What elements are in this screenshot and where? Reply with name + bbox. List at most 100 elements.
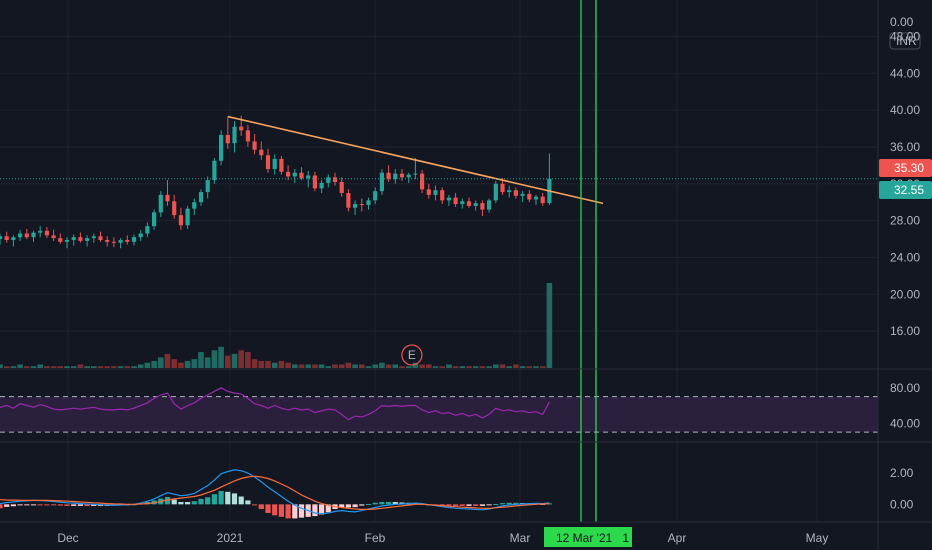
- candle[interactable]: [306, 170, 311, 188]
- candle[interactable]: [192, 198, 197, 216]
- candle[interactable]: [51, 229, 56, 241]
- candle[interactable]: [433, 185, 438, 201]
- price-axis[interactable]: 0.00 INR 48.0044.0040.0036.0032.0028.002…: [879, 15, 932, 338]
- volume-bar: [452, 366, 459, 368]
- candle[interactable]: [426, 183, 431, 199]
- earnings-circle[interactable]: [401, 344, 423, 366]
- candle[interactable]: [460, 198, 465, 209]
- candle[interactable]: [466, 197, 472, 208]
- candle[interactable]: [172, 194, 177, 219]
- candle[interactable]: [71, 234, 76, 246]
- candle[interactable]: [493, 181, 498, 204]
- candle[interactable]: [393, 169, 398, 184]
- price-candles[interactable]: [0, 115, 552, 249]
- candle[interactable]: [312, 171, 317, 192]
- candle[interactable]: [198, 189, 204, 206]
- candle[interactable]: [212, 158, 217, 184]
- candle[interactable]: [500, 178, 505, 195]
- candle[interactable]: [332, 172, 338, 186]
- candle[interactable]: [131, 234, 137, 246]
- candle[interactable]: [165, 180, 170, 206]
- candle[interactable]: [31, 230, 36, 242]
- candle[interactable]: [11, 235, 16, 247]
- candle[interactable]: [85, 235, 90, 247]
- candle[interactable]: [158, 191, 163, 217]
- macd-axis[interactable]: 2.00 0.00: [890, 466, 914, 511]
- candle[interactable]: [245, 124, 250, 147]
- candle[interactable]: [339, 177, 344, 197]
- currency-badge[interactable]: [889, 32, 921, 50]
- candle[interactable]: [326, 174, 331, 188]
- candle[interactable]: [152, 209, 157, 230]
- candle[interactable]: [279, 156, 284, 175]
- candle[interactable]: [4, 231, 9, 243]
- candle[interactable]: [145, 222, 150, 238]
- candle[interactable]: [513, 187, 518, 199]
- macd-hist-bar: [466, 504, 472, 506]
- candle[interactable]: [286, 165, 291, 181]
- candle[interactable]: [118, 238, 123, 249]
- candle[interactable]: [205, 176, 210, 199]
- volume-bar: [158, 357, 164, 368]
- candle[interactable]: [265, 148, 271, 173]
- candle[interactable]: [487, 198, 492, 213]
- candle[interactable]: [219, 130, 224, 166]
- candle[interactable]: [319, 180, 324, 193]
- candle[interactable]: [480, 200, 485, 217]
- candle[interactable]: [346, 189, 351, 212]
- candle[interactable]: [252, 134, 257, 155]
- candle[interactable]: [64, 237, 70, 249]
- candle[interactable]: [185, 205, 190, 229]
- candle[interactable]: [232, 121, 237, 153]
- candle[interactable]: [420, 169, 425, 193]
- candle-body: [0, 236, 3, 240]
- candle[interactable]: [299, 167, 304, 181]
- candle[interactable]: [58, 233, 63, 244]
- candle[interactable]: [98, 231, 103, 242]
- candle[interactable]: [507, 185, 512, 198]
- candle[interactable]: [386, 165, 391, 182]
- candle[interactable]: [453, 193, 458, 207]
- time-axis[interactable]: Dec 2021 Feb Mar Apr May: [57, 531, 828, 545]
- candle[interactable]: [138, 229, 143, 241]
- candle[interactable]: [366, 197, 371, 210]
- candle[interactable]: [38, 226, 43, 238]
- candle[interactable]: [44, 227, 49, 239]
- candle[interactable]: [413, 158, 418, 180]
- candle[interactable]: [440, 187, 445, 205]
- candle[interactable]: [111, 237, 116, 248]
- candle[interactable]: [292, 169, 297, 183]
- candle[interactable]: [259, 141, 264, 160]
- rsi-axis[interactable]: 80.00 40.00: [890, 381, 920, 431]
- candle[interactable]: [373, 187, 378, 205]
- candle[interactable]: [473, 200, 478, 211]
- trendline[interactable]: [227, 115, 604, 205]
- candle[interactable]: [379, 169, 384, 195]
- vertical-lines[interactable]: [580, 0, 597, 522]
- candle[interactable]: [225, 117, 230, 149]
- candle[interactable]: [406, 172, 411, 183]
- candle[interactable]: [527, 190, 532, 203]
- candle[interactable]: [359, 198, 364, 212]
- candle-body: [326, 177, 331, 183]
- candle[interactable]: [125, 235, 130, 245]
- candle[interactable]: [24, 228, 29, 240]
- candle[interactable]: [78, 232, 83, 243]
- candle[interactable]: [540, 193, 545, 206]
- candle[interactable]: [353, 200, 358, 216]
- candle[interactable]: [178, 207, 183, 230]
- candle[interactable]: [446, 194, 451, 206]
- macd-hist-bar: [231, 493, 238, 505]
- earnings-marker[interactable]: E: [401, 344, 423, 366]
- candle[interactable]: [91, 233, 96, 243]
- candle[interactable]: [18, 229, 23, 241]
- candle[interactable]: [0, 233, 3, 245]
- candle[interactable]: [105, 236, 110, 247]
- macd-hist-bar: [178, 502, 184, 505]
- candle[interactable]: [533, 194, 539, 205]
- candle[interactable]: [520, 191, 525, 203]
- candle[interactable]: [272, 154, 277, 175]
- macd-hist-bar: [439, 504, 445, 506]
